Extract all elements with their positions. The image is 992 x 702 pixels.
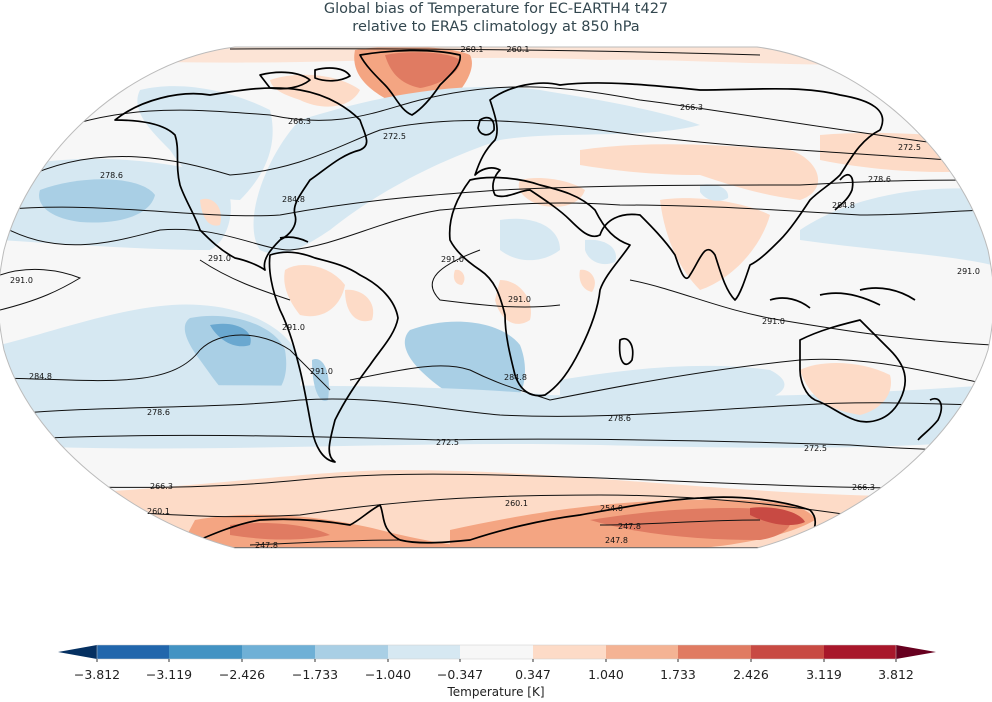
contour-label: 260.1 bbox=[461, 45, 484, 54]
colorbar-segment bbox=[606, 645, 678, 659]
contour-label: 291.0 bbox=[10, 276, 33, 285]
colorbar-tick-label: −3.119 bbox=[145, 667, 193, 682]
colorbar-tick-label: −1.040 bbox=[364, 667, 412, 682]
contour-label: 291.0 bbox=[762, 317, 785, 326]
contour-label: 272.5 bbox=[804, 444, 827, 453]
colorbar-segment bbox=[169, 645, 242, 659]
contour-label: 291.0 bbox=[441, 255, 464, 264]
colorbar-tick-label: −3.812 bbox=[73, 667, 121, 682]
contour-label: 260.1 bbox=[507, 45, 530, 54]
colorbar-segment bbox=[242, 645, 315, 659]
colorbar-tick-label: 3.119 bbox=[806, 667, 842, 682]
contour-label: 291.0 bbox=[208, 254, 231, 263]
contour-label: 272.5 bbox=[383, 132, 406, 141]
contour-label: 278.6 bbox=[608, 414, 631, 423]
contour-label: 272.5 bbox=[436, 438, 459, 447]
colorbar-tick-label: 1.733 bbox=[660, 667, 696, 682]
title-line-2: relative to ERA5 climatology at 850 hPa bbox=[352, 19, 640, 35]
contour-label: 291.0 bbox=[508, 295, 531, 304]
contour-labels: 260.1 260.1 266.3 266.3 272.5 272.5 278.… bbox=[10, 45, 980, 550]
colorbar-tick-label: 1.040 bbox=[588, 667, 624, 682]
contour-label: 260.1 bbox=[147, 507, 170, 516]
contour-label: 272.5 bbox=[898, 143, 921, 152]
contour-label: 247.8 bbox=[255, 541, 278, 550]
map-boundary bbox=[0, 46, 992, 549]
contour-label: 291.0 bbox=[310, 367, 333, 376]
coastlines bbox=[114, 49, 943, 548]
colorbar-segment bbox=[388, 645, 460, 659]
contour-label: 284.8 bbox=[504, 373, 527, 382]
contour-label: 291.0 bbox=[957, 267, 980, 276]
colorbar-segment bbox=[315, 645, 388, 659]
colorbar-tick-label: −2.426 bbox=[218, 667, 266, 682]
colorbar-tick-label: 3.812 bbox=[878, 667, 914, 682]
colorbar-segment bbox=[824, 645, 896, 659]
contour-label: 284.8 bbox=[29, 372, 52, 381]
colorbar-segment bbox=[97, 645, 169, 659]
colorbar-segment bbox=[751, 645, 824, 659]
bias-field bbox=[0, 47, 992, 548]
colorbar-extend-max bbox=[896, 645, 936, 659]
colorbar-tick-label: 0.347 bbox=[515, 667, 551, 682]
contour-label: 284.8 bbox=[282, 195, 305, 204]
contour-label: 260.1 bbox=[505, 499, 528, 508]
contour-label: 266.3 bbox=[150, 482, 173, 491]
contour-label: 247.8 bbox=[605, 536, 628, 545]
colorbar-tick-label: −1.733 bbox=[291, 667, 339, 682]
chart-title: Global bias of Temperature for EC-EARTH4… bbox=[0, 0, 992, 36]
contour-lines bbox=[0, 48, 992, 546]
colorbar-tick-label: 2.426 bbox=[733, 667, 769, 682]
contour-label: 291.0 bbox=[282, 323, 305, 332]
colorbar-extend-min bbox=[58, 645, 97, 659]
colorbar-label: Temperature [K] bbox=[447, 685, 545, 699]
contour-label: 247.8 bbox=[618, 522, 641, 531]
colorbar bbox=[58, 644, 936, 662]
contour-label: 266.3 bbox=[288, 117, 311, 126]
contour-label: 254.0 bbox=[600, 504, 623, 513]
contour-label: 278.6 bbox=[147, 408, 170, 417]
colorbar-segment bbox=[678, 645, 751, 659]
map-plot: 260.1 260.1 266.3 266.3 272.5 272.5 278.… bbox=[0, 45, 992, 550]
colorbar-segment bbox=[460, 645, 533, 659]
contour-label: 266.3 bbox=[680, 103, 703, 112]
contour-label: 266.3 bbox=[852, 483, 875, 492]
contour-label: 284.8 bbox=[832, 201, 855, 210]
title-line-1: Global bias of Temperature for EC-EARTH4… bbox=[323, 1, 669, 17]
colorbar-tick-label: −0.347 bbox=[436, 667, 484, 682]
contour-label: 278.6 bbox=[868, 175, 891, 184]
colorbar-segment bbox=[533, 645, 606, 659]
contour-label: 278.6 bbox=[100, 171, 123, 180]
